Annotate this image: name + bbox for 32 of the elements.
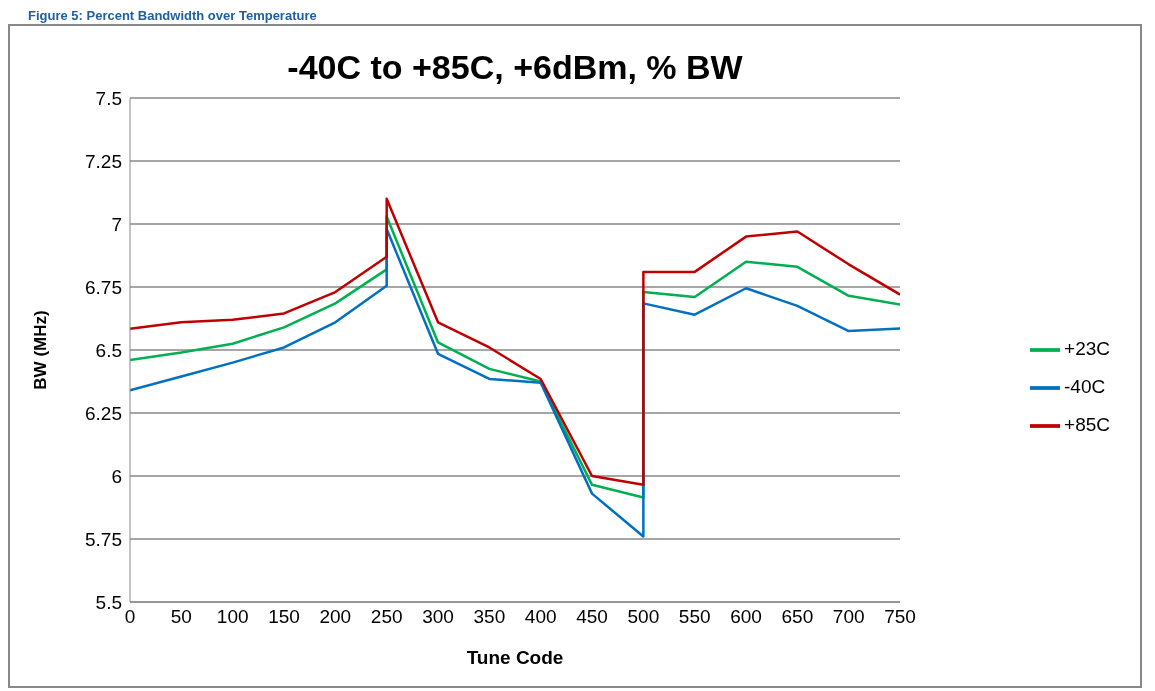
caption: Figure 5: Percent Bandwidth over Temperature	[27, 8, 318, 24]
y-tick-label: 6.25	[85, 402, 122, 424]
x-tick-label: 300	[422, 606, 454, 628]
x-tick-label: 100	[216, 606, 249, 628]
x-tick-label: 750	[884, 606, 916, 628]
y-axis-title: BW (MHz)	[31, 310, 51, 390]
y-tick-label: 6.75	[85, 276, 122, 298]
x-tick-label: 400	[524, 606, 557, 628]
x-tick-label: 200	[319, 606, 352, 628]
y-tick-label: 5.5	[95, 591, 122, 613]
x-tick-label: 250	[370, 606, 403, 628]
x-tick-label: 550	[678, 606, 711, 628]
x-axis-title: Tune Code	[466, 647, 564, 668]
legend-label: +23C	[1064, 338, 1110, 359]
y-tick-label: 7.5	[95, 87, 122, 109]
y-tick-label: 6	[111, 465, 122, 487]
x-tick-label: 350	[473, 606, 506, 628]
x-tick-label: 500	[627, 606, 660, 628]
x-tick-label: 150	[268, 606, 300, 628]
chart-title: -40C to +85C, +6dBm, % BW	[287, 48, 743, 86]
x-tick-label: 650	[781, 606, 814, 628]
x-tick-label: 600	[730, 606, 762, 628]
legend-label: -40C	[1064, 376, 1106, 397]
y-tick-label: 6.5	[95, 339, 122, 361]
x-tick-label: 700	[832, 606, 865, 628]
x-tick-label: 50	[170, 606, 192, 628]
legend-label: +85C	[1064, 414, 1110, 435]
y-tick-label: 7	[111, 213, 122, 235]
y-tick-label: 7.25	[85, 150, 122, 172]
y-tick-label: 5.75	[85, 528, 122, 550]
x-tick-label: 450	[576, 606, 608, 628]
x-tick-label: 0	[124, 606, 136, 628]
